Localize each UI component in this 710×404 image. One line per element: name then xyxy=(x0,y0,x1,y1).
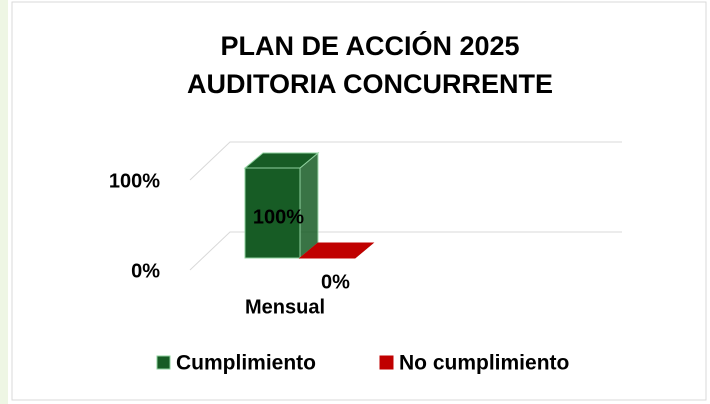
bar-top xyxy=(298,242,375,259)
legend-label: Cumplimiento xyxy=(176,352,316,375)
chart-title: PLAN DE ACCIÓN 2025 xyxy=(220,30,519,61)
left-decoration xyxy=(0,0,8,404)
y-tick-label: 100% xyxy=(109,170,160,192)
legend-label: No cumplimiento xyxy=(399,352,569,375)
grid-line xyxy=(189,231,622,271)
data-label: 0% xyxy=(321,271,350,293)
x-tick-label: Mensual xyxy=(245,296,325,318)
grid-line xyxy=(189,141,622,181)
legend-swatch xyxy=(379,355,394,370)
data-label: 100% xyxy=(253,206,304,228)
bar-top xyxy=(243,152,320,169)
y-tick-label: 0% xyxy=(131,260,160,282)
chart-border xyxy=(11,1,707,401)
legend-swatch xyxy=(156,355,171,370)
chart-title: AUDITORIA CONCURRENTE xyxy=(187,69,553,99)
